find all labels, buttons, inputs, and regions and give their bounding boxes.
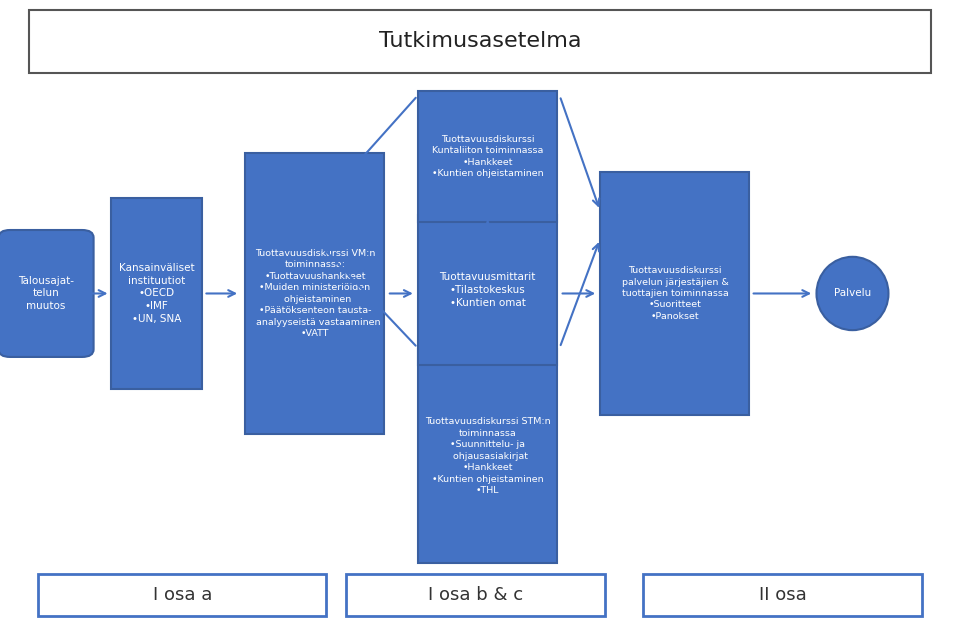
Text: Palvelu: Palvelu — [834, 288, 871, 299]
Text: I osa a: I osa a — [153, 586, 212, 604]
Text: Tuottavuusdiskurssi
palvelun järjestäjien &
tuottajien toiminnassa
•Suoritteet
•: Tuottavuusdiskurssi palvelun järjestäjie… — [621, 266, 729, 321]
FancyBboxPatch shape — [111, 198, 203, 389]
FancyBboxPatch shape — [0, 230, 94, 357]
FancyBboxPatch shape — [643, 574, 922, 616]
Text: I osa b & c: I osa b & c — [427, 586, 523, 604]
FancyBboxPatch shape — [346, 574, 605, 616]
FancyBboxPatch shape — [419, 350, 557, 563]
Text: Tuottavuusdiskurssi
Kuntaliiton toiminnassa
•Hankkeet
•Kuntien ohjeistaminen: Tuottavuusdiskurssi Kuntaliiton toiminna… — [432, 135, 543, 178]
Text: Tuottavuusdiskurssi STM:n
toiminnassa
•Suunnittelu- ja
  ohjausasiakirjat
•Hankk: Tuottavuusdiskurssi STM:n toiminnassa •S… — [425, 417, 550, 495]
FancyBboxPatch shape — [29, 10, 931, 73]
Text: II osa: II osa — [758, 586, 806, 604]
Text: Kansainväliset
instituutiot
•OECD
•IMF
•UN, SNA: Kansainväliset instituutiot •OECD •IMF •… — [119, 263, 194, 324]
Ellipse shape — [816, 256, 889, 330]
FancyBboxPatch shape — [246, 153, 384, 434]
FancyBboxPatch shape — [38, 574, 326, 616]
FancyBboxPatch shape — [419, 215, 557, 365]
Text: Tuottavuusdiskurssi VM:n
toiminnassa:
•Tuottavuushankkeet
•Muiden ministeriöiden: Tuottavuusdiskurssi VM:n toiminnassa: •T… — [250, 249, 380, 338]
FancyBboxPatch shape — [601, 172, 749, 415]
Text: Talousajat-
telun
muutos: Talousajat- telun muutos — [18, 276, 74, 311]
Text: Tutkimusasetelma: Tutkimusasetelma — [379, 31, 581, 52]
Text: Tuottavuusmittarit
•Tilastokeskus
•Kuntien omat: Tuottavuusmittarit •Tilastokeskus •Kunti… — [440, 272, 536, 308]
FancyBboxPatch shape — [419, 91, 557, 222]
